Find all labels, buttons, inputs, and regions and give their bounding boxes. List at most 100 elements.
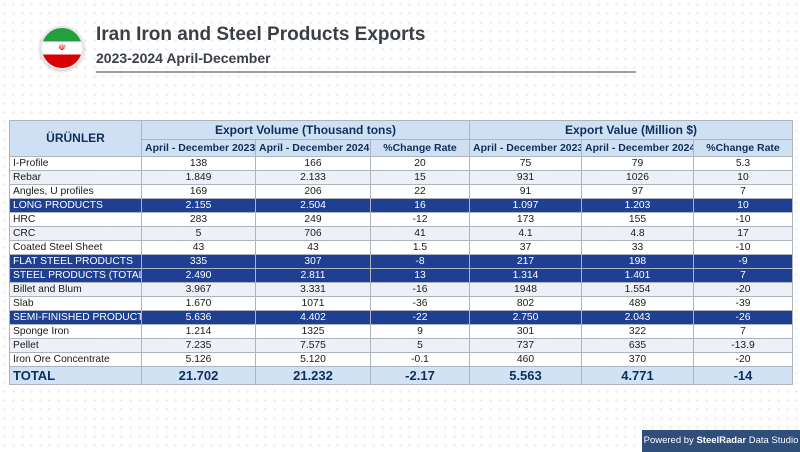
table-cell: -20 [693,352,793,367]
table-cell: 198 [581,254,694,269]
row-label: Rebar [9,170,142,185]
table-cell: -39 [693,296,793,311]
table-cell: 370 [581,352,694,367]
table-cell: 41 [370,226,470,241]
table-cell: 301 [469,324,582,339]
row-label: STEEL PRODUCTS (TOTAL) [9,268,142,283]
table-cell: -9 [693,254,793,269]
table-row: Slab 1.670 1071 -36 802 489 -39 [9,296,793,311]
table-row: STEEL PRODUCTS (TOTAL) 2.490 2.811 13 1.314 1… [9,268,793,283]
sub-header-value-2024: April - December 2024 [581,139,694,157]
table-cell: 22 [370,184,470,199]
table-row: Billet and Blum 3.967 3.331 -16 1948 1.554 -20 [9,282,793,297]
table-cell: 1.5 [370,240,470,255]
table-row: Pellet 7.235 7.575 5 737 635 -13.9 [9,338,793,353]
table-cell: 1.670 [141,296,256,311]
table-row: Sponge Iron 1.214 1325 9 301 322 7 [9,324,793,339]
table-cell: -10 [693,240,793,255]
table-cell: 2.490 [141,268,256,283]
table-cell: 5.636 [141,310,256,325]
table-cell: 1325 [255,324,371,339]
sub-header-value-2023: April - December 2023 [469,139,582,157]
table-cell: 2.750 [469,310,582,325]
table-body: I-Profile 138 166 20 75 79 5.3 Rebar 1.849 2.133 1… [9,156,793,385]
sub-header-volume-2024: April - December 2024 [255,139,371,157]
footer-badge: Powered by SteelRadar Data Studio [642,430,800,452]
table-cell: 2.811 [255,268,371,283]
total-cell: -14 [693,366,793,385]
table-cell: 489 [581,296,694,311]
row-label: FLAT STEEL PRODUCTS [9,254,142,269]
table-cell: 7.235 [141,338,256,353]
table-cell: 283 [141,212,256,227]
table-cell: 1.314 [469,268,582,283]
row-label: Iron Ore Concentrate [9,352,142,367]
table-row: HRC 283 249 -12 173 155 -10 [9,212,793,227]
table-cell: -0.1 [370,352,470,367]
table-cell: 1.214 [141,324,256,339]
row-label: SEMI-FINISHED PRODUCTS [9,310,142,325]
footer-suffix: Data Studio [748,435,799,446]
row-label: LONG PRODUCTS [9,198,142,213]
footer-brand: SteelRadar [696,435,747,446]
table-cell: -20 [693,282,793,297]
table-cell: 460 [469,352,582,367]
sub-header-volume-change: %Change Rate [370,139,470,157]
table-cell: 3.331 [255,282,371,297]
table-cell: 706 [255,226,371,241]
table-cell: 307 [255,254,371,269]
table-cell: 1.849 [141,170,256,185]
table-cell: 173 [469,212,582,227]
row-label: CRC [9,226,142,241]
total-cell: 21.232 [255,366,371,385]
table-cell: 322 [581,324,694,339]
table-cell: 7 [693,268,793,283]
table-cell: 43 [141,240,256,255]
table-cell: 138 [141,156,256,171]
total-row: TOTAL 21.702 21.232 -2.17 5.563 4.771 -14 [9,366,793,385]
table-cell: -16 [370,282,470,297]
table-row: I-Profile 138 166 20 75 79 5.3 [9,156,793,171]
table-cell: 206 [255,184,371,199]
export-table-container: ÜRÜNLER Export Volume (Thousand tons) Ex… [9,120,793,385]
total-cell: 4.771 [581,366,694,385]
table-cell: 1.401 [581,268,694,283]
table-cell: 79 [581,156,694,171]
row-label: Billet and Blum [9,282,142,297]
row-label: Pellet [9,338,142,353]
table-cell: 2.043 [581,310,694,325]
table-cell: 43 [255,240,371,255]
total-cell: 5.563 [469,366,582,385]
row-label: Sponge Iron [9,324,142,339]
row-label: Angles, U profiles [9,184,142,199]
table-cell: 2.133 [255,170,371,185]
table-row: Iron Ore Concentrate 5.126 5.120 -0.1 460 370… [9,352,793,367]
iran-flag-icon: ☫ [40,26,84,70]
table-cell: 635 [581,338,694,353]
table-cell: 7 [693,324,793,339]
table-cell: 10 [693,170,793,185]
export-table: ÜRÜNLER Export Volume (Thousand tons) Ex… [9,120,793,385]
row-label: HRC [9,212,142,227]
table-row: Angles, U profiles 169 206 22 91 97 7 [9,184,793,199]
table-cell: 4.8 [581,226,694,241]
table-cell: 20 [370,156,470,171]
table-cell: 91 [469,184,582,199]
total-cell: 21.702 [141,366,256,385]
row-label: Coated Steel Sheet [9,240,142,255]
table-cell: -12 [370,212,470,227]
table-cell: 1071 [255,296,371,311]
table-cell: 33 [581,240,694,255]
table-cell: -8 [370,254,470,269]
table-cell: -26 [693,310,793,325]
row-label: I-Profile [9,156,142,171]
table-cell: 4.402 [255,310,371,325]
table-cell: 4.1 [469,226,582,241]
table-cell: 802 [469,296,582,311]
export-volume-header: Export Volume (Thousand tons) [141,120,470,140]
table-cell: 2.504 [255,198,371,213]
table-cell: 249 [255,212,371,227]
footer-prefix: Powered by [643,435,694,446]
table-row: Rebar 1.849 2.133 15 931 1026 10 [9,170,793,185]
table-cell: 1.097 [469,198,582,213]
